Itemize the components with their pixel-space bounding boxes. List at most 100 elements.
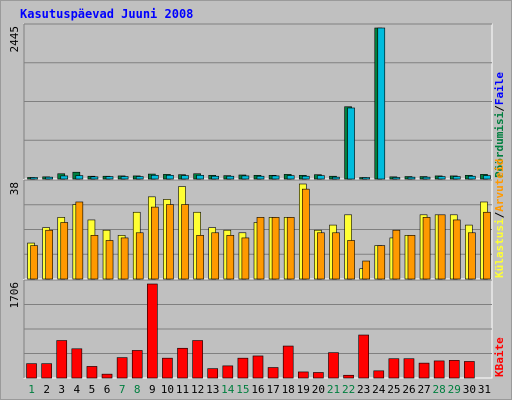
bar-kbaite-day-19 — [297, 371, 309, 379]
x-tick-label: 3 — [58, 383, 65, 396]
bar-faile-day-25 — [392, 177, 401, 180]
x-tick-label: 11 — [176, 383, 189, 396]
bar-arvuteid-day-23 — [362, 260, 370, 280]
bar-arvuteid-day-10 — [166, 204, 174, 280]
bar-arvuteid-day-1 — [30, 245, 38, 280]
bar-faile-day-18 — [286, 175, 295, 180]
bar-kbaite-day-17 — [267, 367, 279, 379]
bar-faile-day-14 — [226, 175, 235, 180]
bar-arvuteid-day-11 — [181, 204, 189, 280]
x-tick-label: 24 — [372, 383, 386, 396]
bar-arvuteid-day-27 — [422, 217, 431, 280]
x-tick-label: 30 — [463, 383, 476, 396]
bar-arvuteid-day-17 — [271, 217, 280, 280]
bar-faile-day-13 — [211, 175, 220, 180]
y-max-label: 2445 — [8, 26, 21, 53]
bar-faile-day-4 — [75, 175, 84, 180]
x-tick-label: 15 — [236, 383, 249, 396]
bar-faile-day-3 — [60, 175, 69, 180]
bar-kbaite-day-23 — [358, 334, 369, 379]
bar-arvuteid-day-30 — [468, 232, 476, 280]
x-tick-label: 17 — [266, 383, 279, 396]
bar-arvuteid-day-8 — [135, 232, 144, 280]
x-tick-label: 20 — [312, 383, 325, 396]
bar-arvuteid-day-29 — [452, 219, 461, 280]
x-tick-label: 9 — [149, 383, 156, 396]
chart-title: Kasutuspäevad Juuni 2008 — [20, 7, 193, 21]
bar-arvuteid-day-4 — [75, 201, 84, 280]
bar-faile-day-7 — [120, 176, 129, 180]
legend-item: Faile — [493, 72, 506, 105]
bar-kbaite-day-27 — [418, 362, 430, 379]
bar-faile-day-1 — [30, 177, 38, 180]
bar-arvuteid-day-12 — [196, 235, 204, 280]
bar-arvuteid-day-15 — [241, 237, 250, 280]
bar-kbaite-day-20 — [313, 372, 324, 379]
bar-kbaite-day-28 — [433, 360, 445, 379]
x-tick-label: 18 — [282, 383, 295, 396]
bar-arvuteid-day-18 — [286, 217, 295, 280]
x-axis-labels: 1 2 3 4 5 6 7 8 9 10 11 12 13 14 15 16 17 18 19 20 21 22 23 24 2… — [28, 383, 491, 396]
bar-kbaite-day-15 — [237, 357, 249, 379]
bar-kbaite-day-14 — [222, 365, 234, 379]
x-tick-label: 4 — [74, 383, 81, 396]
bar-kbaite-day-6 — [101, 373, 113, 379]
legend-item: KBaite — [493, 337, 506, 377]
bar-kbaite-day-13 — [207, 368, 219, 379]
chart-panel-2: 38 Külastusi/Arvuteid — [8, 159, 506, 280]
bar-faile-day-2 — [45, 176, 53, 180]
bar-faile-day-30 — [468, 175, 476, 180]
bar-kbaite-day-4 — [71, 348, 83, 379]
bar-faile-day-9 — [151, 174, 159, 180]
bar-kbaite-day-2 — [41, 363, 52, 379]
legend-item: Arvuteid — [493, 159, 506, 212]
y-max-label: 38 — [8, 182, 21, 195]
bar-faile-day-28 — [437, 176, 446, 180]
legend-item: / — [493, 211, 506, 218]
bar-arvuteid-day-20 — [317, 232, 325, 280]
bar-faile-day-24 — [377, 27, 386, 180]
bar-arvuteid-day-19 — [301, 188, 310, 280]
x-tick-label: 22 — [342, 383, 355, 396]
bar-kbaite-day-26 — [403, 358, 415, 379]
x-tick-label: 10 — [161, 383, 174, 396]
x-tick-label: 16 — [251, 383, 264, 396]
bar-faile-day-12 — [196, 174, 204, 180]
side-legend: Külastusi/Arvuteid — [493, 159, 506, 278]
chart-panel-3: 1706 KBaite — [8, 279, 506, 379]
bar-arvuteid-day-2 — [45, 229, 53, 280]
x-tick-label: 2 — [43, 383, 50, 396]
bar-kbaite-day-25 — [388, 358, 400, 379]
x-tick-label: 26 — [402, 383, 415, 396]
bar-faile-day-22 — [347, 107, 355, 180]
bar-kbaite-day-29 — [448, 360, 460, 379]
bar-faile-day-20 — [317, 175, 325, 180]
x-tick-label: 7 — [119, 383, 126, 396]
x-tick-label: 29 — [448, 383, 461, 396]
x-tick-label: 1 — [28, 383, 35, 396]
chart-panel-1: 2445 Pöördumisi/Faile — [8, 23, 506, 180]
bar-arvuteid-day-7 — [120, 237, 129, 280]
x-tick-label: 19 — [297, 383, 310, 396]
bar-kbaite-day-5 — [86, 366, 98, 379]
x-tick-label: 23 — [357, 383, 370, 396]
x-tick-label: 5 — [89, 383, 96, 396]
bar-faile-day-29 — [452, 176, 461, 180]
bar-faile-day-27 — [422, 176, 431, 180]
bar-arvuteid-day-3 — [60, 222, 69, 280]
legend-item: / — [493, 105, 506, 112]
bar-faile-day-5 — [90, 176, 99, 180]
bar-kbaite-day-16 — [252, 355, 264, 379]
bar-arvuteid-day-31 — [483, 211, 491, 280]
bar-faile-day-11 — [181, 175, 189, 180]
legend-item: Pöördumisi — [493, 111, 506, 178]
x-tick-label: 13 — [206, 383, 219, 396]
bar-kbaite-day-21 — [328, 352, 339, 379]
bar-arvuteid-day-22 — [347, 240, 355, 280]
side-legend: Pöördumisi/Faile — [493, 72, 506, 178]
x-tick-label: 6 — [104, 383, 111, 396]
bar-arvuteid-day-13 — [211, 232, 220, 280]
x-tick-label: 12 — [191, 383, 204, 396]
